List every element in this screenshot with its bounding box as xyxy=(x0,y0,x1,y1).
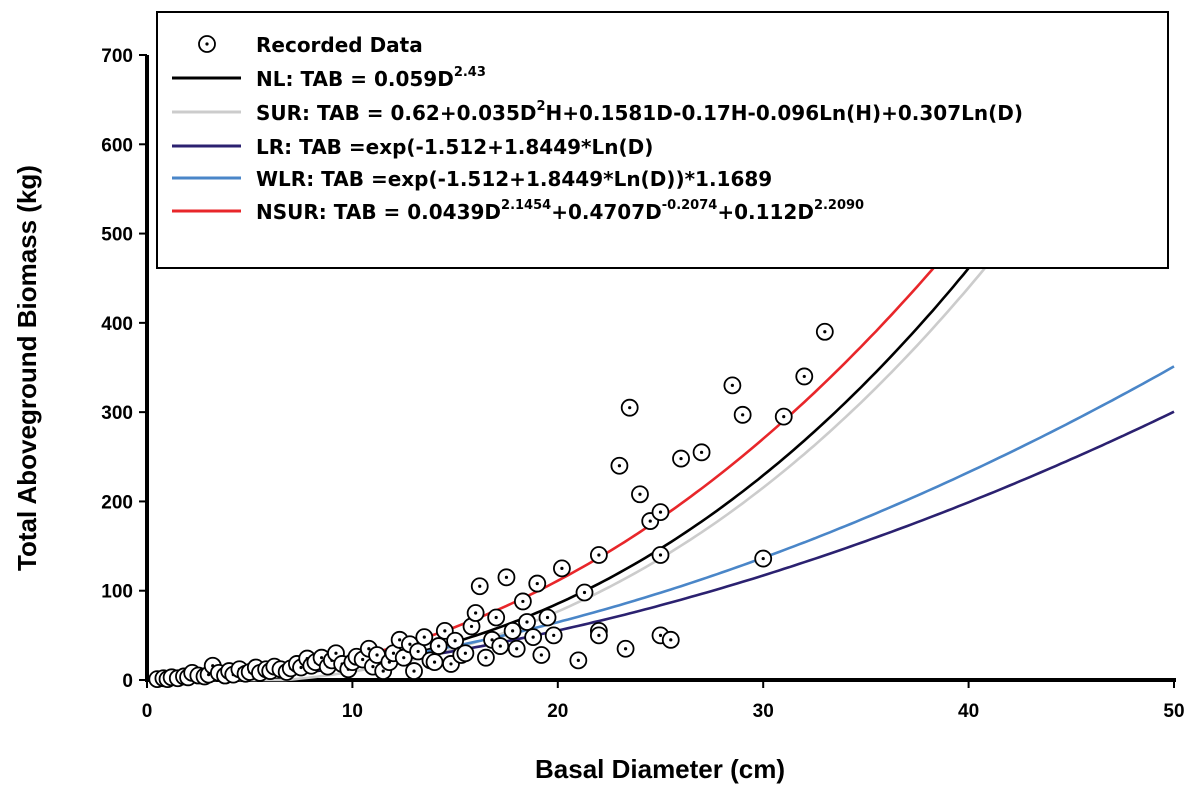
data-point xyxy=(513,592,532,611)
data-point xyxy=(503,621,522,640)
x-axis-ticks: 0 10 20 30 40 50 xyxy=(142,680,1185,722)
data-point xyxy=(620,398,639,417)
data-point xyxy=(723,376,742,395)
data-point xyxy=(524,628,543,647)
legend-label-wlr: WLR: TAB =exp(-1.512+1.8449*Ln(D))*1.168… xyxy=(256,167,772,191)
legend: Recorded Data NL: TAB = 0.059D2.43 SUR: … xyxy=(156,11,1169,269)
data-point xyxy=(616,639,635,658)
data-point xyxy=(507,639,526,658)
data-point xyxy=(589,626,608,645)
data-point xyxy=(553,559,571,578)
data-point xyxy=(518,613,536,631)
data-point xyxy=(631,485,649,504)
legend-item-recorded-data: Recorded Data xyxy=(198,33,423,57)
data-point xyxy=(528,574,547,593)
data-point xyxy=(610,456,629,475)
data-point xyxy=(456,644,475,663)
data-point xyxy=(672,449,690,468)
legend-label-nsur: NSUR: TAB = 0.0439D2.1454+0.4707D-0.2074… xyxy=(256,198,864,224)
recorded-data-points xyxy=(148,229,1081,689)
legend-label-recorded-data: Recorded Data xyxy=(256,33,423,57)
data-point xyxy=(754,549,773,568)
data-point xyxy=(405,662,423,680)
x-tick-label: 40 xyxy=(958,701,979,722)
data-point xyxy=(470,577,489,596)
y-tick-label: 700 xyxy=(101,46,133,67)
legend-item-nsur: NSUR: TAB = 0.0439D2.1454+0.4707D-0.2074… xyxy=(172,198,864,224)
x-tick-label: 50 xyxy=(1163,701,1184,722)
data-point xyxy=(429,637,448,655)
data-point xyxy=(774,407,793,426)
data-point xyxy=(651,503,670,522)
x-tick-label: 30 xyxy=(753,701,774,722)
data-point xyxy=(491,637,510,655)
legend-item-sur: SUR: TAB = 0.62+0.035D2H+0.1581D-0.17H-0… xyxy=(172,99,1023,125)
data-point xyxy=(795,367,814,386)
x-tick-label: 0 xyxy=(142,701,153,722)
data-point xyxy=(425,653,444,672)
data-point xyxy=(569,651,588,670)
x-axis-title: Basal Diameter (cm) xyxy=(535,754,785,784)
data-point xyxy=(532,646,551,664)
y-tick-label: 100 xyxy=(101,582,133,603)
y-tick-label: 200 xyxy=(101,492,133,513)
legend-item-wlr: WLR: TAB =exp(-1.512+1.8449*Ln(D))*1.168… xyxy=(172,167,772,191)
legend-label-nl: NL: TAB = 0.059D2.43 xyxy=(256,65,486,91)
data-point xyxy=(477,648,495,667)
data-point xyxy=(589,546,608,564)
legend-label-sur: SUR: TAB = 0.62+0.035D2H+0.1581D-0.17H-0… xyxy=(256,99,1023,125)
data-point xyxy=(575,583,594,602)
data-point xyxy=(497,568,516,587)
legend-label-lr: LR: TAB =exp(-1.512+1.8449*Ln(D) xyxy=(256,135,653,159)
data-point xyxy=(466,604,485,622)
y-tick-label: 600 xyxy=(101,135,133,156)
data-point xyxy=(544,626,563,645)
legend-item-nl: NL: TAB = 0.059D2.43 xyxy=(172,65,486,91)
data-point xyxy=(733,405,752,424)
x-tick-label: 20 xyxy=(547,701,568,722)
data-point xyxy=(487,608,506,627)
data-point xyxy=(651,546,670,564)
y-tick-label: 400 xyxy=(101,314,133,335)
legend-box xyxy=(156,11,1169,269)
y-tick-label: 0 xyxy=(122,671,133,692)
data-point xyxy=(538,608,557,627)
y-tick-label: 500 xyxy=(101,225,133,246)
legend-item-lr: LR: TAB =exp(-1.512+1.8449*Ln(D) xyxy=(172,135,653,159)
x-tick-label: 10 xyxy=(342,701,363,722)
y-axis-title: Total Aboveground Biomass (kg) xyxy=(12,165,42,571)
data-point xyxy=(692,443,711,462)
data-point xyxy=(661,630,680,649)
y-tick-label: 300 xyxy=(101,403,133,424)
data-point xyxy=(815,322,834,341)
y-axis-ticks: 0 100 200 300 400 500 600 700 xyxy=(101,46,147,692)
data-point xyxy=(415,628,434,647)
